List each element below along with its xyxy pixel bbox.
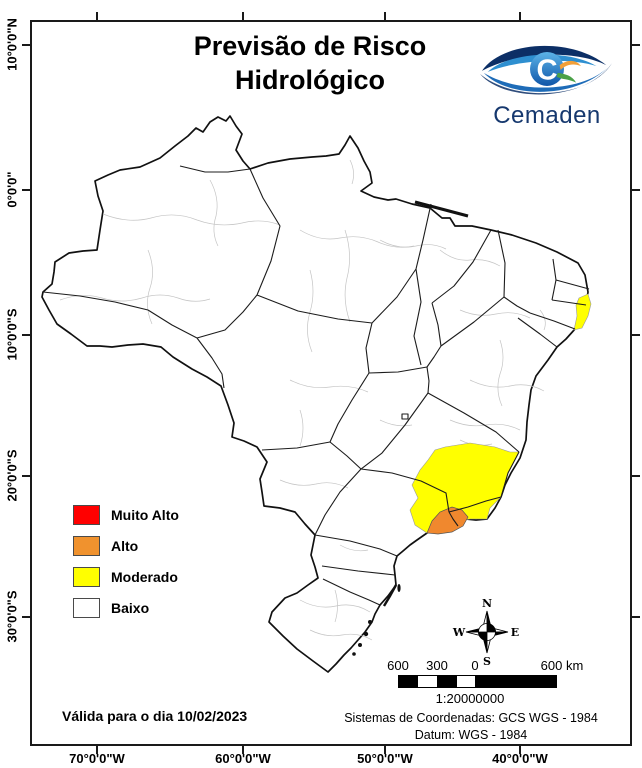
scalebar-label-0: 0 bbox=[471, 658, 479, 673]
scale-ratio: 1:20000000 bbox=[435, 691, 505, 706]
axis-tick bbox=[22, 44, 30, 46]
legend-swatch-moderado bbox=[73, 567, 100, 587]
legend-label: Moderado bbox=[111, 569, 178, 585]
legend-swatch-muito-alto bbox=[73, 505, 100, 525]
compass-east-label: E bbox=[511, 626, 519, 639]
scalebar-segment bbox=[438, 676, 457, 687]
axis-tick bbox=[22, 616, 30, 618]
axis-tick bbox=[384, 12, 386, 20]
cemaden-logo: C Cemaden bbox=[471, 32, 623, 134]
compass-west-label: W bbox=[452, 626, 466, 639]
legend-label: Muito Alto bbox=[111, 507, 179, 523]
axis-tick bbox=[632, 475, 640, 477]
axis-tick bbox=[632, 44, 640, 46]
coordinate-system-text: Sistemas de Coordenadas: GCS WGS - 1984 bbox=[344, 711, 598, 725]
logo-wordmark: Cemaden bbox=[493, 102, 601, 129]
legend-item-alto: Alto bbox=[73, 536, 138, 556]
lon-label-40w: 40°0'0"W bbox=[492, 751, 548, 766]
compass-north-label: N bbox=[482, 597, 492, 610]
risk-region-baixada-santista-alto bbox=[426, 506, 469, 535]
lon-label-50w: 50°0'0"W bbox=[357, 751, 413, 766]
cemaden-eye-icon: C bbox=[479, 45, 613, 95]
axis-tick bbox=[632, 189, 640, 191]
axis-tick bbox=[22, 334, 30, 336]
axis-tick bbox=[242, 746, 244, 754]
legend-label: Alto bbox=[111, 538, 139, 554]
lat-label-30s: 30°0'0"S bbox=[4, 590, 20, 643]
lon-label-70w: 70°0'0"W bbox=[69, 751, 125, 766]
risk-region-northeast-moderado bbox=[573, 293, 592, 331]
legend-item-muito-alto: Muito Alto bbox=[73, 505, 179, 525]
valid-date-text: Válida para o dia 10/02/2023 bbox=[62, 708, 248, 724]
scalebar-segment bbox=[418, 676, 438, 687]
legend-item-baixo: Baixo bbox=[73, 598, 149, 618]
axis-tick bbox=[22, 189, 30, 191]
axis-tick bbox=[384, 746, 386, 754]
lat-label-10s: 10°0'0"S bbox=[4, 308, 20, 361]
brazil-country-outline bbox=[41, 115, 589, 673]
logo-monogram: C bbox=[536, 55, 557, 87]
legend-label: Baixo bbox=[111, 600, 150, 616]
coastal-features bbox=[352, 200, 469, 656]
axis-tick bbox=[632, 334, 640, 336]
scalebar-segment bbox=[476, 676, 556, 687]
lat-label-0: 0°0'0" bbox=[4, 171, 20, 208]
axis-tick bbox=[22, 475, 30, 477]
axis-tick bbox=[96, 746, 98, 754]
scalebar-label-600km: 600 km bbox=[540, 658, 584, 673]
scalebar-label-600-left: 600 bbox=[387, 658, 409, 673]
axis-tick bbox=[632, 616, 640, 618]
lat-label-20s: 20°0'0"S bbox=[4, 449, 20, 502]
axis-tick bbox=[96, 12, 98, 20]
compass-south-label: S bbox=[483, 655, 491, 668]
axis-tick bbox=[242, 12, 244, 20]
scalebar bbox=[398, 675, 557, 688]
datum-text: Datum: WGS - 1984 bbox=[414, 728, 528, 742]
axis-tick bbox=[519, 746, 521, 754]
axis-tick bbox=[519, 12, 521, 20]
lon-label-60w: 60°0'0"W bbox=[215, 751, 271, 766]
scalebar-segment bbox=[399, 676, 418, 687]
map-title: Previsão de Risco Hidrológico bbox=[193, 31, 427, 95]
legend-swatch-alto bbox=[73, 536, 100, 556]
lat-label-10n: 10°0'0"N bbox=[4, 18, 20, 71]
legend-item-moderado: Moderado bbox=[73, 567, 178, 587]
scalebar-label-300: 300 bbox=[426, 658, 448, 673]
legend-swatch-baixo bbox=[73, 598, 100, 618]
scalebar-segment bbox=[457, 676, 476, 687]
compass-rose: N E S W bbox=[452, 597, 519, 668]
state-boundaries bbox=[42, 165, 590, 606]
